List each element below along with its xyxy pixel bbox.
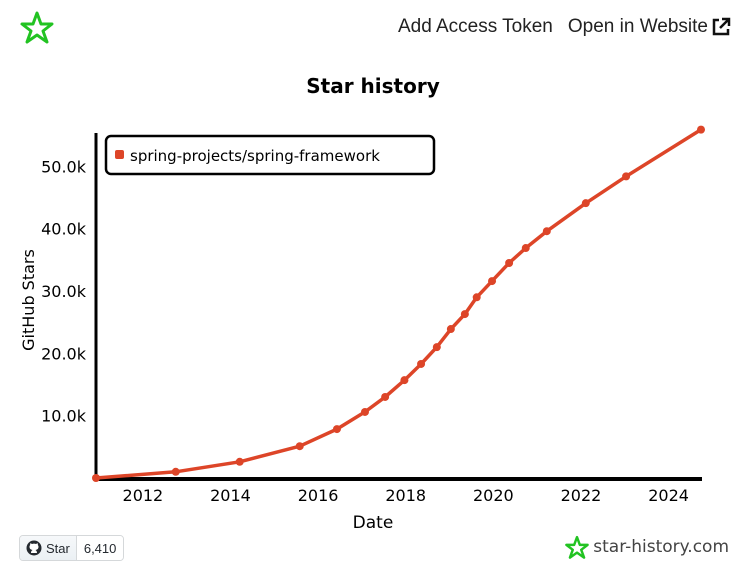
star-history-logo-icon[interactable] — [20, 10, 54, 44]
legend-entry: spring-projects/spring-framework — [130, 147, 380, 165]
open-in-website-label: Open in Website — [567, 16, 708, 37]
y-tick-label: 20.0k — [41, 344, 87, 363]
brand-text: star-history.com — [593, 537, 729, 557]
data-point — [92, 474, 100, 482]
data-point — [432, 343, 441, 352]
data-point — [381, 392, 390, 401]
data-point — [488, 277, 497, 286]
data-point — [360, 407, 369, 416]
x-axis-label: Date — [353, 513, 394, 533]
legend: spring-projects/spring-framework — [104, 134, 436, 176]
star-history-small-logo-icon — [565, 535, 590, 559]
y-tick-label: 40.0k — [41, 220, 87, 239]
data-point — [446, 325, 455, 334]
data-point — [622, 172, 631, 181]
data-point — [460, 310, 469, 319]
open-in-website-link[interactable]: Open in Website — [568, 16, 731, 38]
data-point — [295, 442, 304, 451]
github-star-label: Star — [46, 540, 70, 556]
legend-box — [104, 134, 436, 176]
data-point — [697, 125, 705, 134]
legend-swatch — [115, 150, 124, 159]
data-point — [171, 467, 180, 476]
star-history-chart: Star history GitHub Stars Date 10.0k 20.0… — [19, 74, 705, 533]
y-tick-label: 30.0k — [41, 282, 87, 301]
series-line — [95, 128, 702, 480]
y-axis-label: GitHub Stars — [19, 249, 38, 351]
data-point — [472, 293, 481, 302]
data-point — [581, 199, 590, 208]
data-point — [400, 376, 409, 385]
x-tick-label: 2022 — [561, 486, 602, 505]
data-point — [235, 457, 244, 466]
add-access-token-label: Add Access Token — [397, 16, 553, 37]
x-tick-label: 2016 — [298, 486, 339, 505]
github-star-button[interactable]: Star 6,410 — [19, 535, 125, 561]
x-tick-label: 2012 — [123, 486, 164, 505]
data-point — [542, 227, 551, 236]
y-tick-label: 10.0k — [41, 407, 87, 426]
brand-link[interactable]: star-history.com — [565, 535, 729, 559]
x-tick-label: 2018 — [385, 486, 426, 505]
data-point — [417, 359, 426, 368]
github-icon — [26, 540, 42, 556]
external-link-icon — [712, 17, 731, 36]
x-tick-label: 2024 — [648, 486, 689, 505]
data-point — [505, 258, 514, 267]
data-point — [521, 244, 530, 253]
x-tick-label: 2020 — [473, 486, 514, 505]
top-nav: Add Access Token Open in Website — [398, 16, 731, 38]
add-access-token-link[interactable]: Add Access Token — [398, 16, 553, 38]
data-point — [332, 425, 341, 434]
github-star-count: 6,410 — [83, 540, 117, 556]
chart-title: Star history — [306, 74, 440, 98]
y-tick-label: 50.0k — [41, 157, 87, 176]
x-tick-label: 2014 — [210, 486, 251, 505]
